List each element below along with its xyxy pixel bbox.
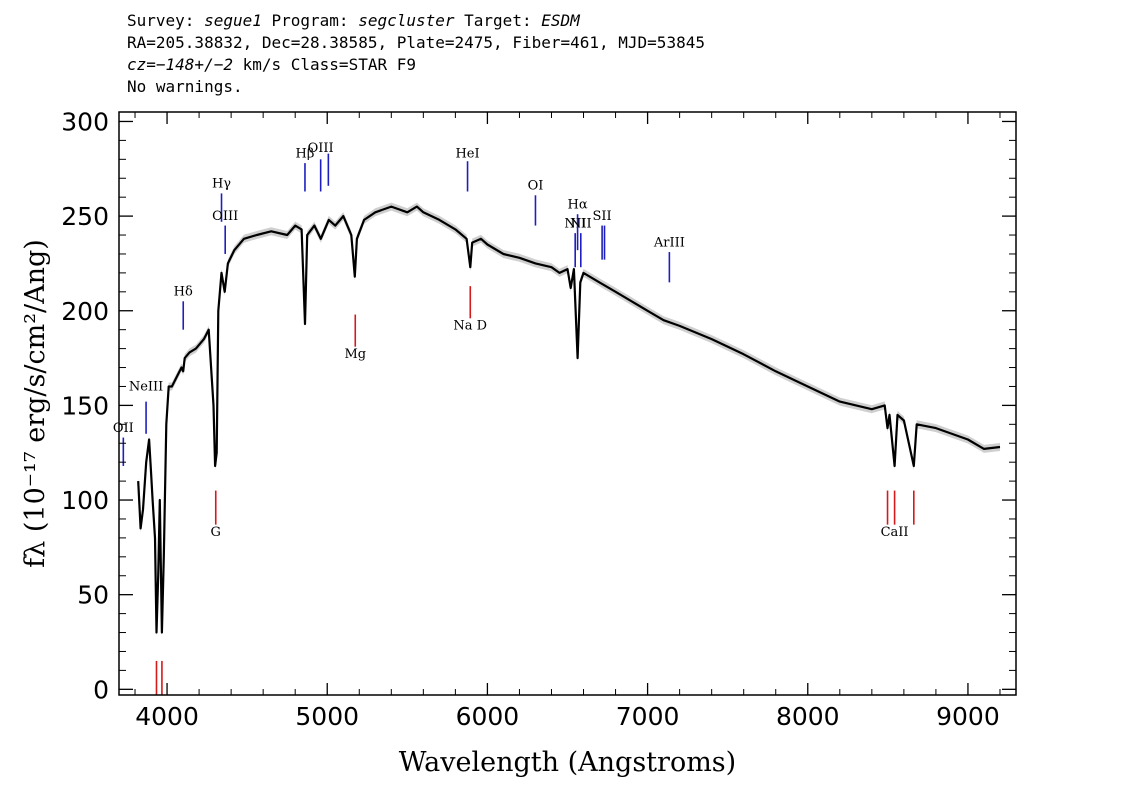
line-marker-label-5: Hβ: [296, 146, 315, 161]
line-marker-label-11: Hα: [568, 198, 588, 213]
line-marker-label-20: Na D: [453, 319, 487, 334]
x-tick-label: 7000: [616, 702, 680, 731]
header-line-redshift: cz=−148+/−2 km/s Class=STAR F9: [127, 54, 705, 76]
line-marker-label-15: ArIII: [653, 235, 685, 250]
header-line-coordinates: RA=205.38832, Dec=28.38585, Plate=2475, …: [127, 33, 705, 52]
survey-value: segue1: [204, 11, 262, 30]
redshift-value: cz=−148+/−2: [127, 55, 233, 74]
line-marker-label-6: OIII: [308, 141, 334, 156]
y-tick-label: 50: [77, 581, 109, 610]
line-marker-label-2: Hδ: [174, 285, 193, 300]
spectrum-header: Survey: segue1 Program: segcluster Targe…: [127, 10, 705, 98]
axis-tick-labels: 4000 5000 6000 7000 8000 9000 0 50 100 150 200 250 3…: [61, 107, 999, 731]
line-marker-label-1: NeIII: [129, 379, 163, 394]
class-value: km/s Class=STAR F9: [232, 55, 416, 74]
line-marker-label-8: HeI: [455, 146, 479, 161]
x-tick-label: 6000: [456, 702, 520, 731]
program-value: segcluster: [358, 11, 455, 30]
line-marker-label-12: NII: [570, 216, 592, 231]
plot-frame: [118, 111, 1017, 696]
line-marker-label-3: Hγ: [212, 177, 231, 192]
axis-ticks: [119, 112, 1016, 695]
y-tick-label: 150: [61, 391, 109, 420]
y-axis-title: fλ (10⁻¹⁷ erg/s/cm²/Ang): [20, 239, 51, 568]
y-tick-label: 250: [61, 202, 109, 231]
y-tick-label: 100: [61, 486, 109, 515]
line-marker-label-13: SII: [593, 209, 612, 224]
spectrum-layer: [137, 202, 1001, 637]
x-tick-label: 8000: [776, 702, 840, 731]
line-marker-label-10: NII: [564, 216, 586, 231]
program-label: Program:: [261, 11, 359, 30]
line-marker-label-9: OI: [528, 179, 544, 194]
header-line-survey: Survey: segue1 Program: segcluster Targe…: [127, 10, 705, 32]
line-marker-label-19: Mg: [344, 347, 366, 362]
x-axis-title: Wavelength (Angstroms): [399, 747, 736, 778]
y-tick-label: 300: [61, 107, 109, 136]
error-band: [138, 202, 1000, 637]
target-value: ESDM: [541, 11, 580, 30]
x-tick-label: 9000: [936, 702, 1000, 731]
x-tick-label: 5000: [295, 702, 359, 731]
target-label: Target:: [454, 11, 542, 30]
y-tick-label: 200: [61, 297, 109, 326]
line-marker-label-0: OII: [113, 421, 134, 436]
survey-label: Survey:: [127, 11, 205, 30]
line-marker-label-18: G: [211, 525, 221, 540]
x-tick-label: 4000: [135, 702, 199, 731]
header-line-warnings: No warnings.: [127, 77, 243, 96]
line-marker-label-22: CaII: [881, 525, 909, 540]
line-marker-label-4: OIII: [212, 209, 238, 224]
y-tick-label: 0: [93, 675, 109, 704]
spectrum-line: [137, 205, 1001, 634]
